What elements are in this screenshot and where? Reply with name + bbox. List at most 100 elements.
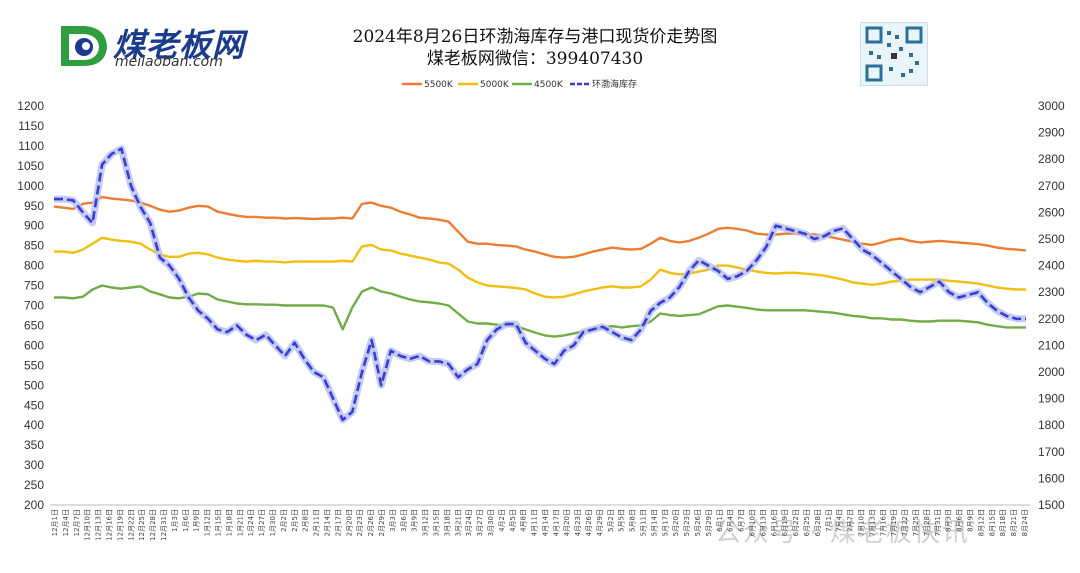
x-tick-label: 1月24日 [247, 509, 255, 536]
x-tick-label: 3月30日 [487, 509, 495, 536]
y-right-tick-label: 1900 [1038, 392, 1065, 406]
y-right-tick-label: 1700 [1038, 445, 1065, 459]
y-right-tick-label: 2500 [1038, 232, 1065, 246]
legend-label: 环渤海库存 [592, 78, 637, 90]
x-tick-label: 12月28日 [149, 509, 157, 541]
y-left-tick-label: 400 [24, 418, 44, 432]
x-tick-label: 3月9日 [411, 509, 419, 532]
x-tick-label: 5月14日 [650, 509, 658, 536]
series-line-5500K [53, 195, 1027, 259]
y-right-tick-label: 1800 [1038, 418, 1065, 432]
x-tick-label: 5月17日 [661, 509, 669, 536]
x-tick-label: 1月15日 [214, 509, 222, 536]
x-tick-label: 5月29日 [705, 509, 713, 536]
qr-code-icon [860, 22, 928, 86]
x-tick-label: 8月9日 [967, 509, 975, 532]
x-tick-label: 2月17日 [334, 509, 342, 536]
x-tick-label: 2月26日 [367, 509, 375, 536]
y-right-tick-label: 3000 [1038, 99, 1065, 113]
logo-site: meilaoban.com [115, 54, 223, 70]
x-tick-label: 12月22日 [127, 509, 135, 541]
x-tick-label: 12月31日 [160, 509, 168, 541]
x-tick-label: 8月21日 [1010, 509, 1018, 536]
x-tick-label: 7月22日 [901, 509, 909, 536]
x-tick-label: 2月2日 [280, 509, 288, 532]
x-tick-label: 7月1日 [825, 509, 833, 532]
y-right-tick-label: 2300 [1038, 285, 1065, 299]
x-tick-label: 6月10日 [749, 509, 757, 536]
x-tick-label: 8月24日 [1021, 509, 1029, 536]
y-right-tick-label: 2400 [1038, 259, 1065, 273]
x-tick-label: 8月3日 [945, 509, 953, 532]
x-tick-label: 4月14日 [541, 509, 549, 536]
x-tick-label: 6月19日 [781, 509, 789, 536]
x-tick-label: 3月21日 [454, 509, 462, 536]
x-tick-label: 2月5日 [291, 509, 299, 532]
x-tick-label: 2月11日 [313, 509, 321, 536]
logo-emblem-icon [61, 26, 107, 66]
x-tick-label: 3月15日 [432, 509, 440, 536]
x-tick-label: 12月1日 [51, 509, 59, 536]
y-left-tick-label: 1200 [17, 99, 44, 113]
x-tick-label: 3月24日 [465, 509, 473, 536]
x-tick-label: 7月13日 [868, 509, 876, 536]
x-tick-label: 1月21日 [236, 509, 244, 536]
logo-name: 煤老板网 [113, 26, 246, 64]
x-tick-label: 1月12日 [204, 509, 212, 536]
x-tick-label: 1月18日 [225, 509, 233, 536]
x-tick-label: 8月12日 [977, 509, 985, 536]
y-right-tick-label: 2000 [1038, 365, 1065, 379]
x-tick-label: 2月20日 [345, 509, 353, 536]
x-tick-label: 3月12日 [422, 509, 430, 536]
x-tick-label: 7月31日 [934, 509, 942, 536]
x-tick-label: 7月16日 [879, 509, 887, 536]
y-left-tick-label: 900 [24, 219, 44, 233]
x-tick-label: 2月14日 [323, 509, 331, 536]
x-tick-label: 4月29日 [596, 509, 604, 536]
y-right-tick-label: 1600 [1038, 471, 1065, 485]
x-tick-label: 8月18日 [999, 509, 1007, 536]
logo: 煤老板网 meilaoban.com [55, 20, 295, 70]
x-tick-label: 1月6日 [182, 509, 190, 532]
x-tick-label: 4月17日 [552, 509, 560, 536]
x-tick-label: 12月4日 [62, 509, 70, 536]
x-tick-label: 6月22日 [792, 509, 800, 536]
x-tick-label: 8月6日 [956, 509, 964, 532]
y-left-tick-label: 850 [24, 239, 44, 253]
y-left-tick-label: 450 [24, 398, 44, 412]
x-tick-label: 5月20日 [672, 509, 680, 536]
x-tick-label: 2月23日 [356, 509, 364, 536]
title-line-1: 2024年8月26日环渤海库存与港口现货价走势图 [352, 27, 718, 47]
y-left-tick-label: 500 [24, 378, 44, 392]
y-left-tick-label: 200 [24, 498, 44, 512]
x-tick-label: 6月1日 [716, 509, 724, 532]
y-left-tick-label: 550 [24, 358, 44, 372]
x-tick-label: 6月16日 [770, 509, 778, 536]
x-tick-label: 7月10日 [858, 509, 866, 536]
x-tick-label: 7月19日 [890, 509, 898, 536]
y-left-tick-label: 950 [24, 199, 44, 213]
y-left-tick-label: 1150 [18, 119, 44, 133]
x-tick-label: 2月8日 [302, 509, 310, 532]
y-left-tick-label: 650 [24, 318, 44, 332]
x-tick-label: 6月13日 [759, 509, 767, 536]
legend-label: 4500K [534, 80, 564, 90]
y-right-tick-label: 2900 [1038, 126, 1065, 140]
y-left-tick-label: 600 [24, 338, 44, 352]
x-tick-label: 1月30日 [269, 509, 277, 536]
x-tick-label: 5月11日 [640, 509, 648, 536]
y-left-tick-label: 750 [24, 279, 44, 293]
x-tick-label: 3月3日 [389, 509, 397, 532]
x-tick-label: 12月16日 [105, 509, 113, 541]
x-tick-label: 4月23日 [574, 509, 582, 536]
x-tick-label: 12月10日 [84, 509, 92, 541]
x-tick-label: 1月9日 [193, 509, 201, 532]
x-tick-label: 4月11日 [531, 509, 539, 536]
x-tick-label: 5月26日 [694, 509, 702, 536]
y-left-tick-label: 1000 [17, 179, 44, 193]
x-tick-label: 7月4日 [836, 509, 844, 532]
x-tick-label: 12月7日 [73, 509, 81, 536]
x-tick-label: 2月29日 [378, 509, 386, 536]
